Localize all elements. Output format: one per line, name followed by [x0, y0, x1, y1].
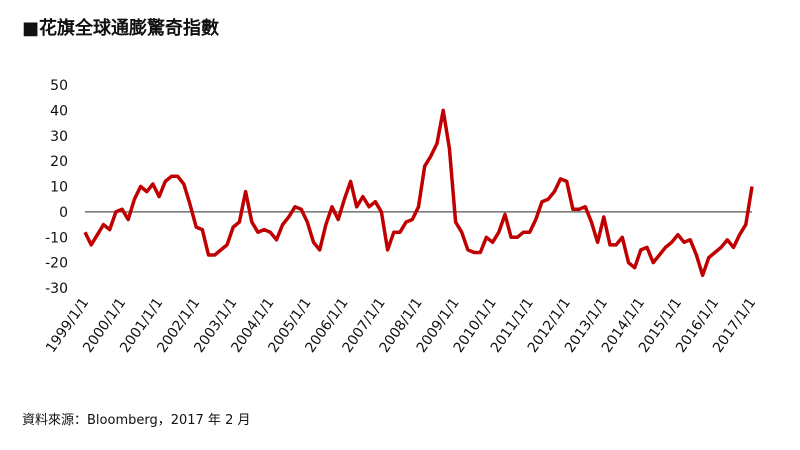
- y-tick-label: 50: [50, 78, 68, 94]
- source-note: 資料來源：Bloomberg，2017 年 2 月: [22, 413, 250, 428]
- y-tick-label: -30: [45, 281, 68, 297]
- y-tick-label: 0: [59, 205, 68, 221]
- y-tick-label: 20: [50, 154, 68, 170]
- data-line: [83, 108, 754, 278]
- y-tick-label: 40: [50, 103, 68, 119]
- y-tick-label: 30: [50, 129, 68, 145]
- chart-title: ■花旗全球通膨驚奇指數: [22, 17, 219, 39]
- y-tick-label: 10: [50, 180, 68, 196]
- y-tick-label: -10: [45, 230, 68, 246]
- y-tick-label: -20: [45, 256, 68, 272]
